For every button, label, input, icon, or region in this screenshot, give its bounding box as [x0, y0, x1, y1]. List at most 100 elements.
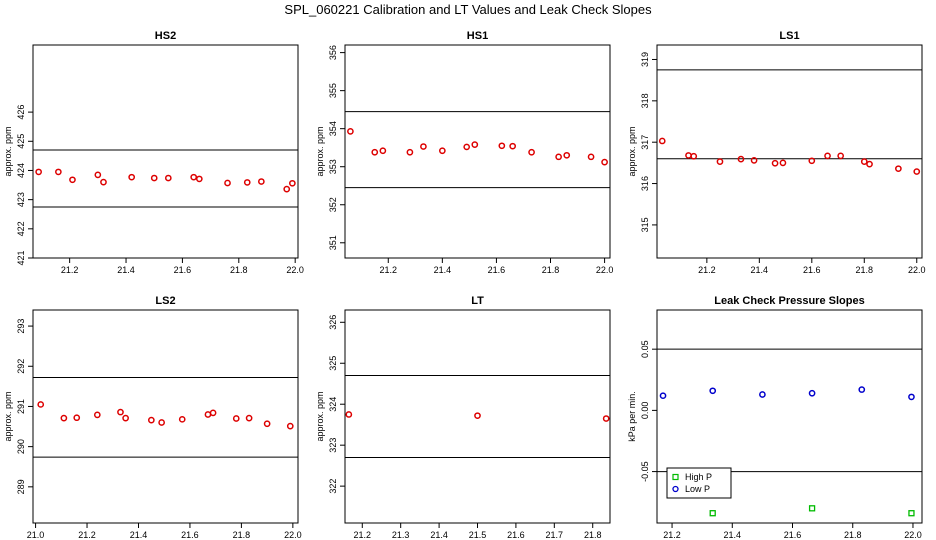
data-point	[860, 158, 868, 165]
y-tick-label: 289	[16, 479, 26, 494]
data-point	[347, 127, 354, 135]
x-tick-label: 21.4	[117, 265, 135, 275]
y-tick-label: 324	[328, 397, 338, 412]
y-axis-label: approx. ppm	[3, 126, 13, 176]
panel-6: Leak Check Pressure Slopes kPa per min. 21…	[627, 295, 923, 540]
y-tick-label: 315	[640, 217, 650, 232]
y-tick-label: 290	[16, 439, 26, 454]
data-point	[685, 152, 692, 159]
data-point	[737, 155, 745, 163]
data-point	[563, 151, 571, 159]
data-point	[420, 143, 427, 150]
x-tick-label: 21.6	[488, 265, 506, 275]
x-tick-label: 21.2	[698, 265, 716, 275]
data-point	[759, 391, 766, 398]
y-axis-label: approx. ppm	[315, 391, 325, 441]
y-tick-label: 325	[328, 356, 338, 371]
x-tick-label: 21.5	[469, 530, 487, 540]
y-axis-label: kPa per min.	[627, 391, 637, 442]
data-point	[709, 510, 716, 517]
data-point	[709, 387, 717, 395]
plot-frame	[344, 44, 611, 259]
data-point	[263, 420, 271, 428]
x-tick-label: 21.3	[392, 530, 410, 540]
data-point	[587, 153, 595, 161]
data-point	[908, 510, 915, 517]
y-tick-label: 291	[16, 399, 26, 414]
y-tick-label: 354	[328, 121, 338, 136]
data-point	[750, 157, 758, 164]
data-point	[463, 143, 471, 151]
x-tick-label: 21.0	[27, 530, 45, 540]
page-title: SPL_060221 Calibration and LT Values and…	[284, 2, 652, 17]
data-point	[345, 411, 353, 418]
x-tick-label: 22.0	[596, 265, 614, 275]
x-tick-label: 21.2	[354, 530, 372, 540]
data-point	[771, 159, 779, 167]
panel-title: LT	[471, 295, 484, 307]
panel-5: LT approx. ppm 21.2 21.3 21.4 21.5 21.6 21.7 21.…	[315, 295, 611, 540]
data-point	[69, 176, 76, 184]
data-point	[779, 159, 787, 167]
x-tick-label: 21.8	[233, 530, 251, 540]
data-point	[55, 168, 62, 176]
data-point	[283, 185, 291, 193]
data-point	[117, 408, 124, 416]
data-point	[498, 142, 506, 150]
x-tick-label: 21.2	[61, 265, 79, 275]
x-tick-label: 22.0	[286, 265, 304, 275]
data-point	[837, 152, 845, 160]
data-point	[824, 152, 831, 160]
data-point	[289, 179, 296, 187]
data-point	[808, 157, 816, 165]
x-tick-label: 21.4	[724, 530, 742, 540]
data-point	[528, 148, 535, 156]
data-point	[94, 171, 102, 179]
data-point	[602, 415, 610, 422]
plot-frame	[344, 309, 611, 524]
data-point	[866, 160, 873, 168]
data-point	[190, 173, 198, 181]
x-tick-label: 21.2	[379, 265, 397, 275]
y-tick-label: 0.00	[640, 402, 650, 420]
x-tick-label: 21.4	[434, 265, 452, 275]
panel-4: LS2 approx. ppm 21.0 21.2 21.4 21.6 21.8 22.0 28…	[3, 295, 302, 540]
x-tick-label: 21.8	[584, 530, 602, 540]
x-tick-label: 21.8	[542, 265, 560, 275]
data-point	[232, 415, 240, 422]
y-axis-label: approx. ppm	[315, 126, 325, 176]
y-tick-label: 421	[16, 250, 26, 265]
plot-frame	[656, 309, 923, 524]
x-tick-label: 21.2	[663, 530, 681, 540]
data-point	[164, 174, 172, 182]
data-point	[37, 401, 45, 408]
data-point	[245, 414, 253, 422]
y-tick-label: 426	[16, 105, 26, 120]
y-tick-label: 293	[16, 319, 26, 334]
panel-title: HS2	[155, 30, 176, 42]
y-tick-label: 322	[328, 479, 338, 494]
y-tick-label: 317	[640, 135, 650, 150]
data-point	[438, 147, 446, 155]
x-tick-label: 21.7	[546, 530, 564, 540]
legend-box	[666, 467, 732, 499]
x-tick-label: 21.8	[230, 265, 248, 275]
data-point	[60, 414, 68, 422]
y-tick-label: 318	[640, 93, 650, 108]
y-tick-label: 351	[328, 235, 338, 250]
x-tick-label: 21.2	[78, 530, 96, 540]
data-point	[471, 141, 479, 149]
x-tick-label: 21.6	[784, 530, 802, 540]
x-tick-label: 21.6	[803, 265, 821, 275]
data-point	[128, 173, 136, 181]
x-tick-label: 21.4	[130, 530, 148, 540]
x-tick-label: 21.6	[507, 530, 525, 540]
y-tick-label: 326	[328, 315, 338, 330]
data-point	[895, 165, 902, 173]
data-point	[158, 419, 165, 426]
panel-2: HS1 approx. ppm 21.2 21.4 21.6 21.8 22.0 351 352…	[315, 30, 613, 275]
data-point	[808, 505, 816, 512]
data-point	[93, 411, 101, 419]
plot-frame	[32, 309, 299, 524]
y-tick-label: -0.05	[640, 461, 650, 482]
